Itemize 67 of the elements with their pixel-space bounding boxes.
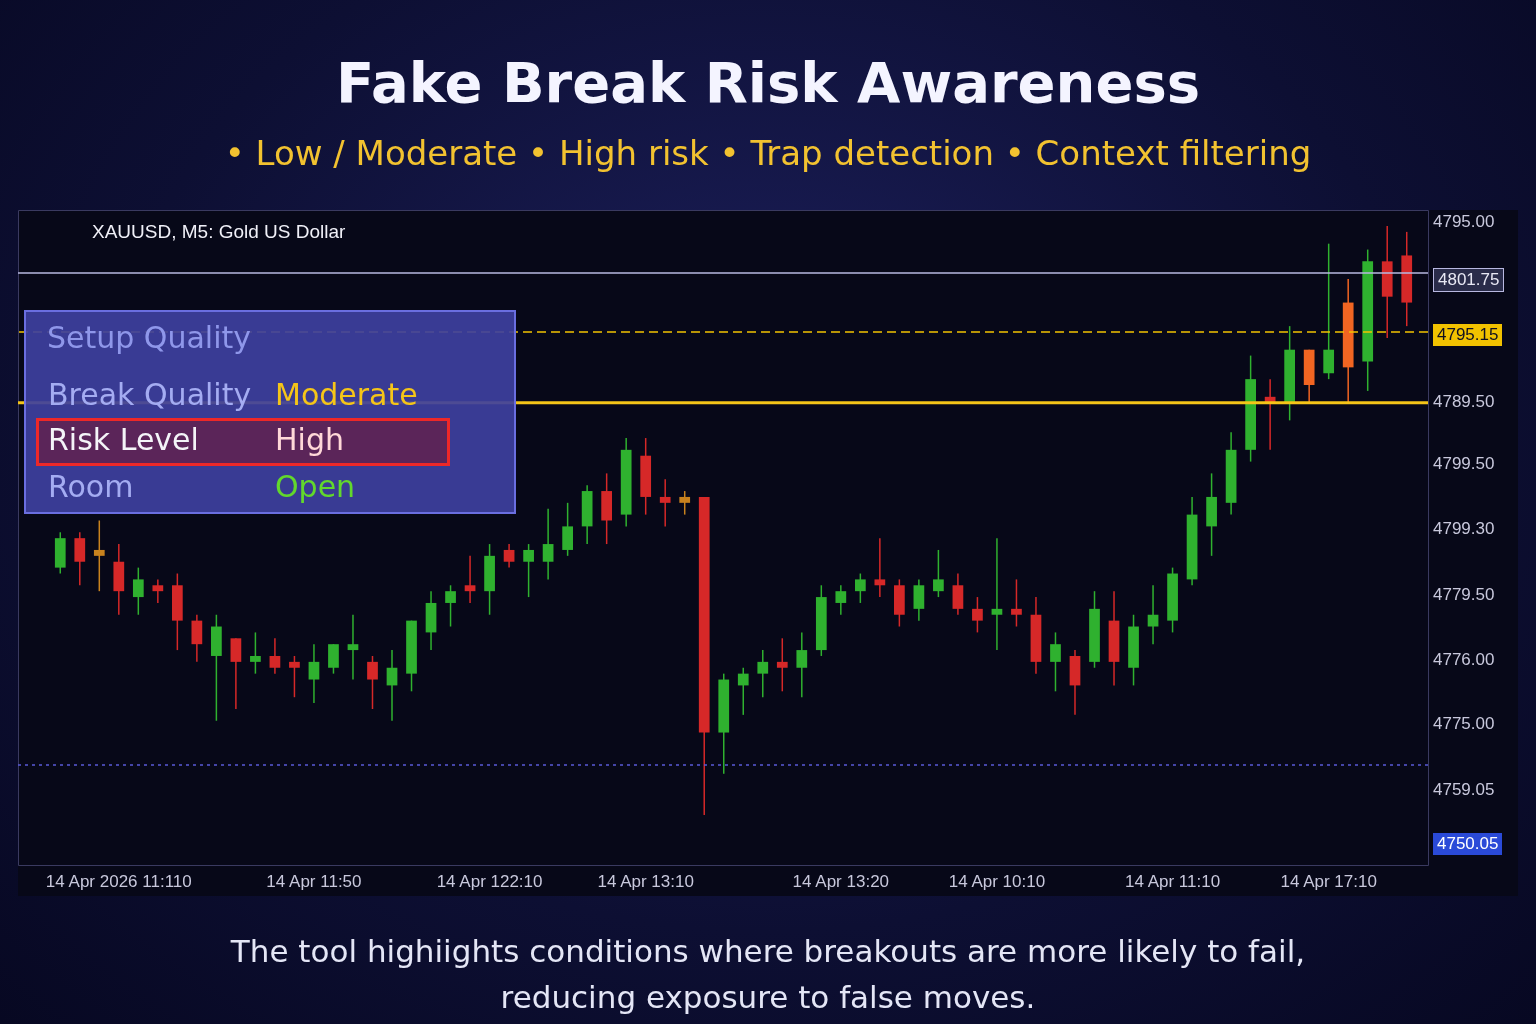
candlestick: [972, 596, 983, 634]
annotation: XAUUSD, M5: Gold US Dollar: [92, 221, 346, 243]
text: 4776.00: [1433, 650, 1495, 670]
candlestick: [308, 643, 320, 704]
candlestick: [1323, 242, 1335, 380]
candlestick: [933, 549, 944, 598]
candlestick: [1050, 631, 1061, 693]
candlestick: [679, 490, 691, 516]
text: 4779.50: [1433, 585, 1495, 605]
candlestick: [1011, 578, 1022, 628]
candlestick: [367, 655, 378, 710]
candlestick: [132, 566, 144, 616]
annotation: Setup Quality: [47, 320, 252, 355]
text: 4799.50: [1433, 454, 1495, 474]
text: 4795.15: [1433, 324, 1503, 346]
annotation: Open: [275, 469, 356, 504]
chart-subtitle: • Low / Moderate • High risk • Trap detection • Context filtering: [223, 133, 1313, 173]
candlestick: [464, 555, 476, 604]
text: 4801.75: [1433, 268, 1505, 292]
candlestick: [93, 519, 105, 592]
candlestick: [913, 578, 925, 622]
text: 4759.05: [1433, 780, 1495, 800]
candlestick: [776, 637, 788, 693]
candlestick: [991, 537, 1003, 651]
candlestick: [952, 572, 964, 616]
candlestick: [737, 667, 749, 716]
x-tick-label: 14 Apr 17:10: [1280, 871, 1377, 891]
candlestick: [152, 578, 164, 604]
annotation: High: [275, 422, 344, 457]
candlestick: [796, 631, 808, 698]
x-tick-label: 14 Apr 13:20: [792, 871, 890, 891]
candlestick: [757, 649, 769, 698]
candlestick: [74, 531, 86, 587]
x-tick-label: 14 Apr 11:50: [266, 871, 362, 891]
candlestick: [854, 572, 866, 604]
candlestick: [230, 637, 242, 710]
candlestick: [835, 584, 847, 616]
candlestick: [523, 543, 534, 598]
x-tick-label: 14 Apr 13:10: [597, 871, 694, 891]
annotation: Moderate: [275, 377, 418, 412]
candlestick: [347, 613, 359, 681]
annotation: Risk Level: [48, 422, 199, 457]
x-tick-label: 14 Apr 122:10: [436, 871, 543, 891]
candlestick: [445, 584, 456, 628]
text: 4775.00: [1433, 714, 1495, 734]
candlestick: [562, 502, 573, 557]
candlestick: [269, 637, 281, 675]
text: 4750.05: [1433, 833, 1503, 855]
candlestick: [191, 613, 203, 663]
text: 4789.50: [1433, 392, 1495, 412]
text: The tool highiights conditions where breakouts are more likely to fail, reducing exposure to false moves.: [229, 932, 1307, 1017]
annotation: Break Quality: [48, 377, 252, 412]
candlestick: [250, 631, 261, 675]
x-tick-label: 14 Apr 2026 11:110: [45, 871, 192, 891]
candlestick: [659, 478, 671, 528]
text: 4799.30: [1433, 519, 1495, 539]
candlestick: [874, 537, 886, 598]
x-tick-label: 14 Apr 11:10: [1124, 871, 1221, 891]
text: 4795.00: [1433, 212, 1495, 232]
annotation: Room: [48, 469, 134, 504]
x-tick-label: 14 Apr 10:10: [948, 871, 1046, 891]
candlestick: [542, 507, 554, 581]
candlestick: [328, 643, 339, 675]
candlestick: [503, 543, 515, 569]
candlestick: [1147, 584, 1159, 645]
candlestick: [289, 655, 300, 698]
chart-title: Fake Break Risk Awareness: [334, 50, 1202, 115]
